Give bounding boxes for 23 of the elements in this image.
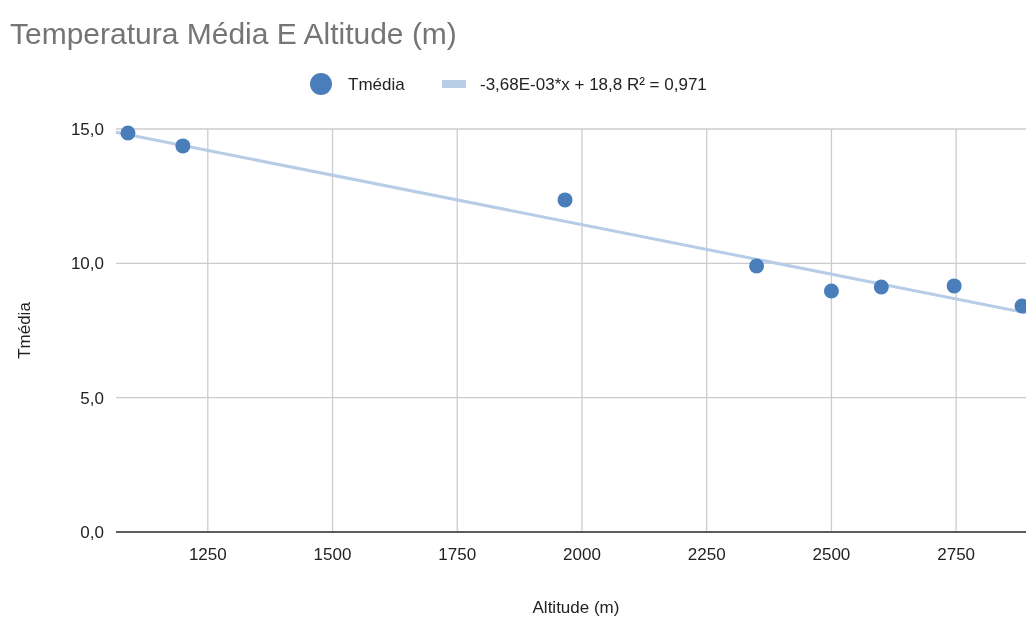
point [749, 258, 765, 274]
y-tick-label: 0,0 [80, 522, 104, 542]
point [175, 138, 191, 154]
legend-label: Tmédia [348, 74, 406, 94]
x-tick-label: 2500 [812, 545, 851, 564]
point [120, 125, 136, 141]
x-tick-label: 2000 [563, 545, 601, 564]
point [946, 278, 962, 294]
point [873, 279, 889, 295]
point [823, 283, 839, 299]
x-tick-label: 2250 [687, 545, 726, 564]
x-axis-title: Altitude (m) [532, 598, 620, 617]
y-tick-label: 10,0 [70, 254, 104, 274]
x-tick-label: 1750 [438, 545, 477, 564]
y-tick-label: 15,0 [70, 119, 104, 139]
legend-label: -3,68E-03*x + 18,8 R² = 0,971 [480, 74, 707, 94]
x-tick-label: 1250 [188, 545, 227, 564]
x-tick-label: 2750 [937, 545, 976, 564]
y-tick-label: 5,0 [80, 388, 104, 408]
y-axis-title: Tmédia [15, 301, 34, 359]
x-tick-label: 1500 [313, 545, 352, 564]
point [557, 192, 573, 208]
chart-title: Temperatura Média E Altitude (m) [10, 17, 457, 50]
